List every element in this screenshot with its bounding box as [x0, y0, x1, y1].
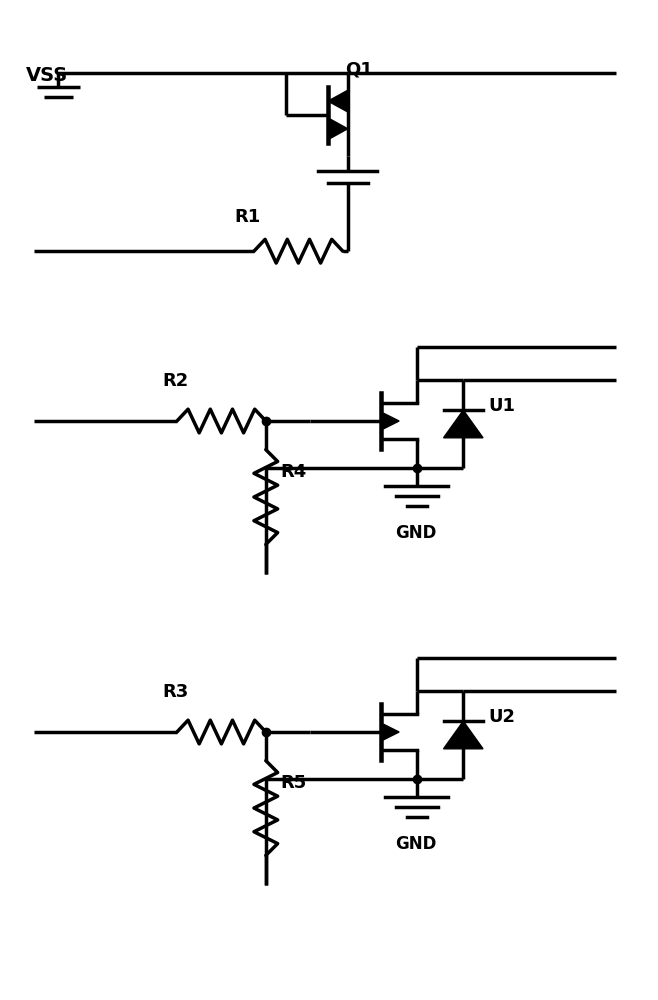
- Polygon shape: [384, 413, 399, 429]
- Text: R2: R2: [162, 372, 188, 390]
- Polygon shape: [328, 118, 348, 140]
- Text: Q1: Q1: [345, 61, 372, 79]
- Text: R1: R1: [234, 208, 261, 226]
- Text: U2: U2: [488, 708, 515, 726]
- Text: R4: R4: [280, 463, 307, 481]
- Text: VSS: VSS: [26, 66, 68, 85]
- Text: GND: GND: [395, 835, 436, 853]
- Text: R3: R3: [162, 683, 188, 701]
- Polygon shape: [384, 724, 399, 740]
- Polygon shape: [443, 721, 483, 749]
- Text: U1: U1: [488, 397, 515, 415]
- Text: R5: R5: [280, 774, 307, 792]
- Polygon shape: [443, 410, 483, 438]
- Polygon shape: [328, 90, 348, 112]
- Text: GND: GND: [395, 524, 436, 542]
